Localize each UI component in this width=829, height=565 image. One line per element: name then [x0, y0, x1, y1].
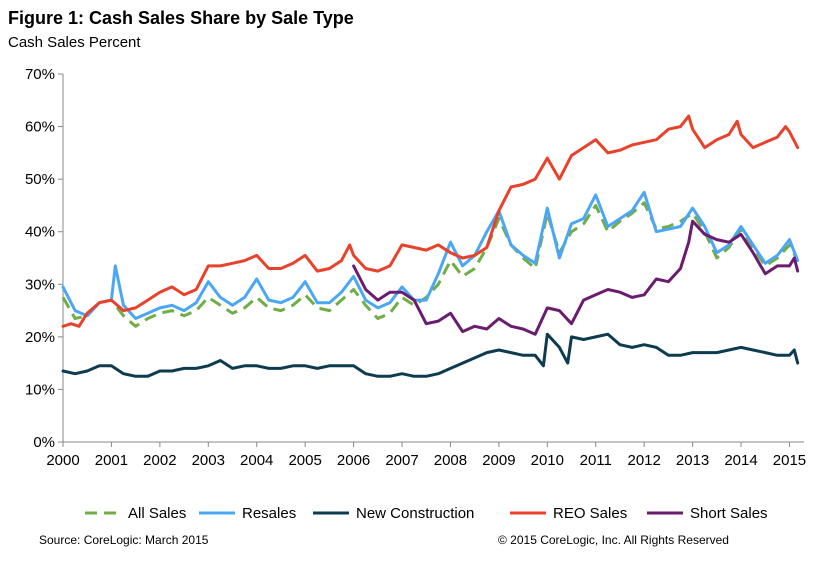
legend-label: New Construction: [356, 505, 474, 522]
y-tick-label: 50%: [25, 171, 55, 188]
x-tick-label: 2009: [482, 452, 515, 469]
x-tick-label: 2011: [580, 452, 612, 469]
x-tick-label: 2002: [143, 452, 176, 469]
x-tick-label: 2003: [192, 452, 225, 469]
x-tick-label: 2015: [773, 452, 806, 469]
x-tick-label: 2000: [46, 452, 79, 469]
x-tick-label: 2014: [724, 452, 757, 469]
y-tick-label: 40%: [25, 224, 55, 241]
y-tick-label: 70%: [25, 66, 55, 83]
chart-title: Figure 1: Cash Sales Share by Sale Type: [8, 8, 354, 28]
y-tick-label: 30%: [25, 276, 55, 293]
legend-label: All Sales: [128, 505, 186, 522]
x-tick-label: 2006: [337, 452, 370, 469]
x-tick-label: 2004: [240, 452, 273, 469]
series-line-short-sales: [352, 219, 800, 336]
copyright-note: © 2015 CoreLogic, Inc. All Rights Reserv…: [498, 533, 729, 547]
series-line-new-construction: [61, 332, 800, 378]
series-line-resales: [61, 190, 800, 320]
x-tick-label: 2012: [627, 452, 660, 469]
source-note: Source: CoreLogic: March 2015: [39, 533, 209, 547]
series-line-all-sales: [61, 201, 800, 328]
y-tick-label: 10%: [25, 381, 55, 398]
x-tick-label: 2005: [288, 452, 321, 469]
legend-label: REO Sales: [553, 505, 627, 522]
y-tick-label: 0%: [33, 434, 55, 451]
x-tick-label: 2010: [531, 452, 564, 469]
y-tick-label: 20%: [25, 329, 55, 346]
legend-label: Short Sales: [690, 505, 768, 522]
x-tick-label: 2007: [385, 452, 418, 469]
x-tick-label: 2008: [434, 452, 467, 469]
series-line-reo-sales: [61, 114, 800, 328]
y-axis-label: Cash Sales Percent: [8, 34, 141, 51]
x-tick-label: 2013: [676, 452, 709, 469]
x-tick-label: 2001: [95, 452, 128, 469]
y-tick-label: 60%: [25, 119, 55, 136]
legend-label: Resales: [242, 505, 296, 522]
